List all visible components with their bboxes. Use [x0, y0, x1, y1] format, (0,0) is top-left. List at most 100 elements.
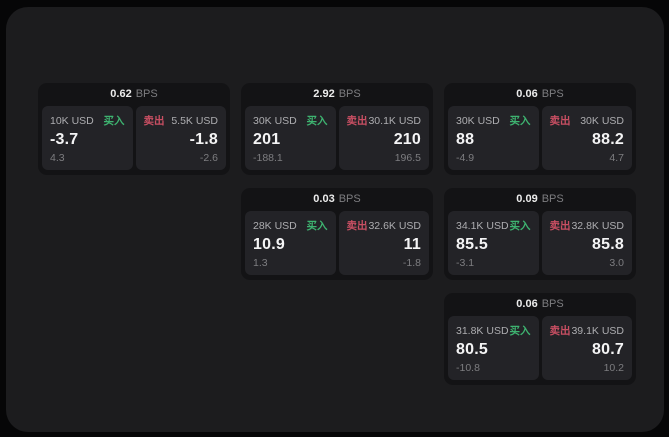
sell-amount: 39.1K USD — [571, 324, 624, 337]
buy-price: 201 — [253, 131, 281, 148]
card-header: 2.92 BPS — [241, 83, 433, 106]
buy-amount: 10K USD — [50, 114, 94, 127]
buy-amount: 30K USD — [253, 114, 297, 127]
buy-panel[interactable]: 30K USD 买入 88 -4.9 — [448, 106, 539, 170]
sell-amount: 32.6K USD — [368, 219, 421, 232]
quote-panels: 30K USD 买入 88 -4.9 卖出 30K USD 88.2 4.7 — [444, 106, 636, 175]
buy-price: 80.5 — [456, 341, 488, 358]
sell-price: 85.8 — [592, 236, 624, 253]
bps-unit-label: BPS — [541, 298, 564, 310]
buy-delta: -188.1 — [253, 152, 283, 164]
sell-price: -1.8 — [189, 131, 218, 148]
buy-price: 88 — [456, 131, 475, 148]
sell-panel[interactable]: 卖出 39.1K USD 80.7 10.2 — [541, 316, 632, 380]
buy-amount: 31.8K USD — [456, 324, 509, 337]
bps-value: 0.06 — [516, 298, 538, 310]
buy-delta: 1.3 — [253, 257, 268, 269]
buy-side-label: 买入 — [509, 115, 531, 127]
card-header: 0.03 BPS — [241, 188, 433, 211]
buy-price: 10.9 — [253, 236, 285, 253]
quote-card-grid: 0.62 BPS 10K USD 买入 -3.7 4.3 卖出 5.5K USD — [38, 83, 636, 385]
sell-price: 210 — [393, 131, 421, 148]
trading-window: 0.62 BPS 10K USD 买入 -3.7 4.3 卖出 5.5K USD — [6, 7, 664, 432]
buy-side-label: 买入 — [306, 220, 328, 232]
sell-panel-header: 卖出 39.1K USD — [550, 323, 625, 338]
sell-amount: 32.8K USD — [571, 219, 624, 232]
sell-amount: 30K USD — [580, 114, 624, 127]
bps-unit-label: BPS — [135, 88, 158, 100]
bps-unit-label: BPS — [541, 193, 564, 205]
sell-side-label: 卖出 — [143, 115, 165, 127]
sell-price: 11 — [403, 236, 421, 253]
bps-value: 2.92 — [313, 88, 335, 100]
buy-price: 85.5 — [456, 236, 488, 253]
sell-delta: 10.2 — [603, 362, 624, 374]
buy-delta: -3.1 — [456, 257, 475, 269]
sell-delta: 4.7 — [609, 152, 624, 164]
quote-panels: 30K USD 买入 201 -188.1 卖出 30.1K USD 210 1… — [241, 106, 433, 175]
card-header: 0.09 BPS — [444, 188, 636, 211]
buy-panel-header: 30K USD 买入 — [456, 113, 531, 128]
bps-value: 0.06 — [516, 88, 538, 100]
quote-card: 0.06 BPS 30K USD 买入 88 -4.9 卖出 30K USD — [444, 83, 636, 175]
bps-unit-label: BPS — [541, 88, 564, 100]
sell-panel-header: 卖出 30K USD — [550, 113, 625, 128]
sell-panel[interactable]: 卖出 32.6K USD 11 -1.8 — [338, 211, 429, 275]
sell-price: 88.2 — [592, 131, 624, 148]
sell-side-label: 卖出 — [549, 220, 571, 232]
bps-value: 0.09 — [516, 193, 538, 205]
bps-unit-label: BPS — [338, 193, 361, 205]
buy-price: -3.7 — [50, 131, 79, 148]
card-header: 0.06 BPS — [444, 293, 636, 316]
card-header: 0.06 BPS — [444, 83, 636, 106]
sell-side-label: 卖出 — [549, 115, 571, 127]
quote-panels: 31.8K USD 买入 80.5 -10.8 卖出 39.1K USD 80.… — [444, 316, 636, 385]
buy-delta: -10.8 — [456, 362, 480, 374]
buy-side-label: 买入 — [103, 115, 125, 127]
buy-side-label: 买入 — [509, 325, 531, 337]
buy-panel[interactable]: 30K USD 买入 201 -188.1 — [245, 106, 336, 170]
quote-card: 0.62 BPS 10K USD 买入 -3.7 4.3 卖出 5.5K USD — [38, 83, 230, 175]
sell-panel[interactable]: 卖出 32.8K USD 85.8 3.0 — [541, 211, 632, 275]
quote-card: 0.03 BPS 28K USD 买入 10.9 1.3 卖出 32.6K US… — [241, 188, 433, 280]
sell-panel-header: 卖出 30.1K USD — [347, 113, 422, 128]
card-header: 0.62 BPS — [38, 83, 230, 106]
buy-panel-header: 34.1K USD 买入 — [456, 218, 531, 233]
sell-delta: -2.6 — [199, 152, 218, 164]
buy-panel[interactable]: 31.8K USD 买入 80.5 -10.8 — [448, 316, 539, 380]
sell-panel[interactable]: 卖出 30.1K USD 210 196.5 — [338, 106, 429, 170]
quote-card: 0.09 BPS 34.1K USD 买入 85.5 -3.1 卖出 32.8K… — [444, 188, 636, 280]
quote-panels: 28K USD 买入 10.9 1.3 卖出 32.6K USD 11 -1.8 — [241, 211, 433, 280]
quote-card: 2.92 BPS 30K USD 买入 201 -188.1 卖出 30.1K … — [241, 83, 433, 175]
quote-panels: 10K USD 买入 -3.7 4.3 卖出 5.5K USD -1.8 -2.… — [38, 106, 230, 175]
sell-panel[interactable]: 卖出 30K USD 88.2 4.7 — [541, 106, 632, 170]
sell-panel-header: 卖出 5.5K USD — [144, 113, 219, 128]
sell-side-label: 卖出 — [346, 220, 368, 232]
sell-side-label: 卖出 — [346, 115, 368, 127]
sell-price: 80.7 — [592, 341, 624, 358]
sell-delta: 196.5 — [394, 152, 421, 164]
sell-delta: 3.0 — [609, 257, 624, 269]
buy-amount: 30K USD — [456, 114, 500, 127]
sell-amount: 30.1K USD — [368, 114, 421, 127]
quote-panels: 34.1K USD 买入 85.5 -3.1 卖出 32.8K USD 85.8… — [444, 211, 636, 280]
buy-panel-header: 10K USD 买入 — [50, 113, 125, 128]
buy-panel[interactable]: 28K USD 买入 10.9 1.3 — [245, 211, 336, 275]
bps-unit-label: BPS — [338, 88, 361, 100]
buy-delta: 4.3 — [50, 152, 65, 164]
sell-delta: -1.8 — [402, 257, 421, 269]
buy-side-label: 买入 — [509, 220, 531, 232]
buy-panel-header: 31.8K USD 买入 — [456, 323, 531, 338]
sell-panel-header: 卖出 32.8K USD — [550, 218, 625, 233]
buy-amount: 28K USD — [253, 219, 297, 232]
sell-panel-header: 卖出 32.6K USD — [347, 218, 422, 233]
bps-value: 0.03 — [313, 193, 335, 205]
buy-side-label: 买入 — [306, 115, 328, 127]
buy-panel-header: 28K USD 买入 — [253, 218, 328, 233]
sell-amount: 5.5K USD — [171, 114, 218, 127]
buy-panel[interactable]: 10K USD 买入 -3.7 4.3 — [42, 106, 133, 170]
buy-panel[interactable]: 34.1K USD 买入 85.5 -3.1 — [448, 211, 539, 275]
sell-panel[interactable]: 卖出 5.5K USD -1.8 -2.6 — [135, 106, 226, 170]
buy-delta: -4.9 — [456, 152, 475, 164]
buy-panel-header: 30K USD 买入 — [253, 113, 328, 128]
